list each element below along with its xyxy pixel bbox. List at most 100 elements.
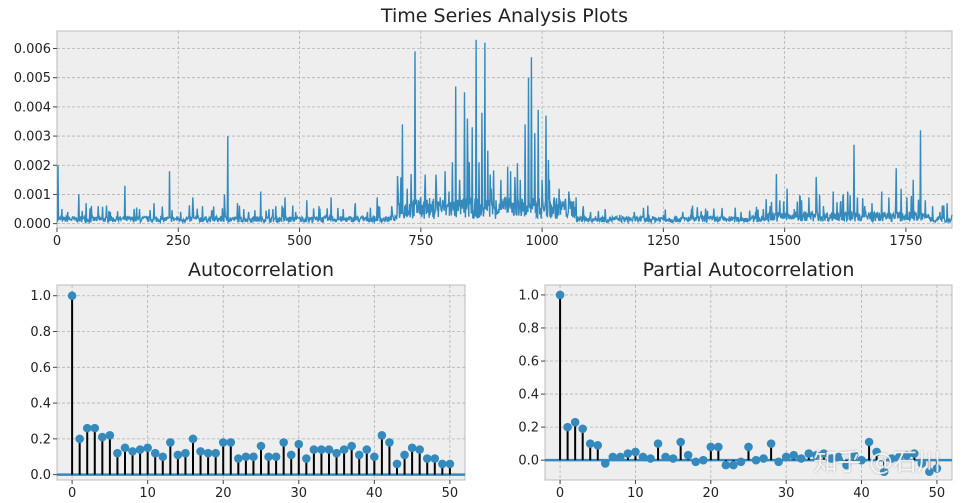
stem-marker xyxy=(150,448,160,458)
stem-marker xyxy=(422,454,432,463)
x-tick-label: 30 xyxy=(778,486,795,501)
x-tick-label: 250 xyxy=(166,234,191,249)
x-tick-label: 40 xyxy=(853,486,870,501)
x-tick-label: 30 xyxy=(291,486,308,501)
stem-marker xyxy=(555,290,565,300)
stem-marker xyxy=(925,467,934,477)
stem-marker xyxy=(631,447,640,457)
y-tick-label: 0.8 xyxy=(518,321,539,336)
stem-marker xyxy=(653,439,663,448)
y-tick-label: 0.0 xyxy=(30,468,51,483)
x-tick-label: 50 xyxy=(442,486,459,501)
stem-marker xyxy=(294,439,304,449)
series-line xyxy=(56,39,953,225)
stem-marker xyxy=(729,460,738,470)
stem-marker xyxy=(842,460,851,470)
x-tick-label: 0 xyxy=(53,234,61,249)
stem-marker xyxy=(661,452,670,462)
x-tick-label: 500 xyxy=(287,234,312,249)
stem-marker xyxy=(82,423,92,433)
x-tick-label: 1750 xyxy=(889,234,922,249)
stem-marker xyxy=(585,439,595,448)
stem-marker xyxy=(173,450,183,460)
stem-marker xyxy=(120,443,130,453)
stem-marker xyxy=(834,452,844,462)
y-tick-label: 0.004 xyxy=(14,100,51,115)
stem-marker xyxy=(774,457,783,467)
stem-marker xyxy=(804,449,814,458)
x-tick-label: 20 xyxy=(703,486,720,501)
stem-marker xyxy=(196,447,205,456)
x-tick-label: 10 xyxy=(139,486,156,501)
stem-marker xyxy=(819,449,829,458)
stem-marker xyxy=(676,437,685,447)
stem-marker xyxy=(75,434,84,444)
x-tick-label: 750 xyxy=(408,234,433,249)
y-tick-label: 0.006 xyxy=(14,42,51,57)
stem-marker xyxy=(415,445,424,454)
stem-marker xyxy=(932,464,942,473)
y-tick-label: 0.001 xyxy=(14,188,51,203)
stem-marker xyxy=(759,454,768,463)
stem-marker xyxy=(910,449,919,458)
stem-marker xyxy=(377,430,387,440)
stem-marker xyxy=(309,445,319,454)
y-tick-label: 1.0 xyxy=(30,289,51,304)
y-tick-label: 0.005 xyxy=(14,71,51,86)
stem-marker xyxy=(744,442,753,452)
stem-marker xyxy=(691,457,701,467)
stem-marker xyxy=(751,455,761,465)
stem-marker xyxy=(362,445,372,454)
panel-1: 0 250 500 750 1000 1250 1500 1750 0.000 0.001 0.00… xyxy=(14,5,953,249)
y-tick-label: 0.4 xyxy=(518,388,539,403)
stem-marker xyxy=(407,443,417,453)
x-tick-label: 20 xyxy=(215,486,232,501)
stem-marker xyxy=(188,434,198,444)
stem-marker xyxy=(616,452,625,462)
y-tick-label: 0.6 xyxy=(518,355,539,370)
stem-marker xyxy=(864,437,874,447)
chart-title: Time Series Analysis Plots xyxy=(380,5,628,27)
stem-marker xyxy=(317,445,326,454)
y-tick-label: 1.0 xyxy=(518,288,539,303)
stem-marker xyxy=(638,452,648,462)
y-tick-label: 0.8 xyxy=(30,325,51,340)
stem-marker xyxy=(347,441,356,451)
stem-marker xyxy=(879,467,889,477)
stem-marker xyxy=(332,448,341,458)
stem-marker xyxy=(203,448,213,458)
x-tick-label: 0 xyxy=(556,486,564,501)
stem-marker xyxy=(668,454,678,463)
y-tick-label: 0.0 xyxy=(518,454,539,469)
panel-3: 0 10 20 30 40 50 0.0 0.2 0.4 0.6 0.8 1.0 Partial Aut… xyxy=(518,259,953,501)
stem-marker xyxy=(400,450,409,460)
stem-marker xyxy=(98,432,107,442)
stem-marker xyxy=(736,457,746,467)
stem-marker xyxy=(392,459,402,469)
plot-area xyxy=(56,30,953,229)
stem-marker xyxy=(445,459,455,469)
stem-marker xyxy=(849,450,859,460)
y-tick-label: 0.002 xyxy=(14,159,51,174)
stem-marker xyxy=(90,423,100,433)
stem-marker xyxy=(211,448,220,458)
stem-marker xyxy=(430,454,440,463)
stem-marker xyxy=(166,438,175,447)
y-tick-label: 0.003 xyxy=(14,130,51,145)
stem-marker xyxy=(302,454,311,463)
stem-marker xyxy=(714,442,723,452)
x-tick-label: 50 xyxy=(929,486,946,501)
stem-marker xyxy=(683,450,693,460)
stem-marker xyxy=(256,441,266,451)
x-tick-label: 1500 xyxy=(768,234,801,249)
stem-marker xyxy=(894,452,904,462)
y-tick-label: 0.2 xyxy=(30,432,51,447)
stem-marker xyxy=(218,438,228,447)
stem-marker xyxy=(796,454,806,463)
x-tick-label: 1250 xyxy=(647,234,680,249)
stem-marker xyxy=(181,448,190,458)
stem-marker xyxy=(766,439,776,448)
stem-marker xyxy=(271,452,281,462)
stem-marker xyxy=(902,450,912,460)
stem-marker xyxy=(570,417,580,427)
